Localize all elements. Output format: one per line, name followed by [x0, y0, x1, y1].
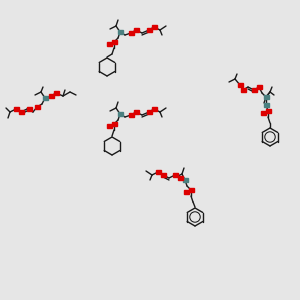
Bar — [238, 83, 242, 87]
Bar — [178, 176, 182, 180]
Bar — [106, 124, 112, 128]
Bar — [260, 111, 266, 115]
Bar — [160, 173, 166, 177]
Bar — [152, 25, 157, 29]
Bar — [128, 113, 134, 117]
Bar — [146, 110, 152, 114]
Bar — [134, 110, 139, 114]
Bar — [263, 95, 268, 99]
Bar — [241, 88, 245, 92]
Bar — [256, 85, 262, 89]
Bar — [118, 112, 122, 116]
Bar — [112, 40, 116, 44]
Bar — [266, 109, 271, 113]
Bar — [146, 28, 152, 32]
Bar — [26, 107, 32, 111]
Bar — [112, 122, 116, 126]
Bar — [134, 28, 139, 32]
Bar — [155, 170, 160, 174]
Bar — [184, 190, 188, 194]
Bar — [182, 178, 188, 182]
Bar — [34, 105, 40, 109]
Bar — [19, 110, 23, 114]
Bar — [188, 188, 194, 192]
Bar — [172, 173, 178, 177]
Bar — [14, 107, 19, 111]
Bar — [43, 96, 47, 100]
Bar — [49, 94, 53, 98]
Bar — [106, 42, 112, 46]
Bar — [128, 31, 134, 35]
Bar — [152, 107, 157, 111]
Bar — [251, 88, 256, 92]
Bar — [263, 103, 268, 107]
Bar — [118, 30, 122, 34]
Bar — [53, 91, 58, 95]
